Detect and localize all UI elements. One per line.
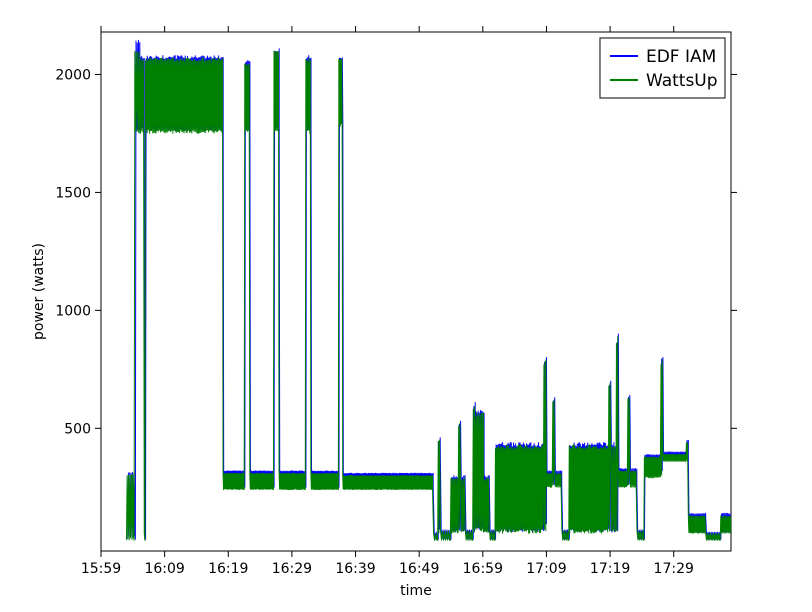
x-tick-label: 16:29 bbox=[272, 561, 312, 577]
x-tick-label: 17:19 bbox=[590, 561, 630, 577]
legend: EDF IAM WattsUp bbox=[600, 38, 725, 98]
legend-label: EDF IAM bbox=[646, 47, 716, 67]
series-WattsUp bbox=[126, 51, 731, 540]
x-tick-label: 16:19 bbox=[208, 561, 248, 577]
x-tick-label: 16:49 bbox=[399, 561, 439, 577]
x-tick-label: 17:29 bbox=[654, 561, 694, 577]
power-time-chart: 500 1000 1500 2000 15:59 16:09 16:19 16:29 16:39… bbox=[0, 0, 812, 612]
y-tick-label: 500 bbox=[64, 421, 91, 437]
y-tick-label: 1000 bbox=[55, 303, 91, 319]
y-axis-label: power (watts) bbox=[31, 243, 47, 340]
chart-container: 500 1000 1500 2000 15:59 16:09 16:19 16:29 16:39… bbox=[0, 0, 812, 612]
x-tick-label: 16:09 bbox=[144, 561, 184, 577]
x-tick-label: 16:39 bbox=[335, 561, 375, 577]
x-tick-label: 16:59 bbox=[463, 561, 503, 577]
legend-label: WattsUp bbox=[646, 71, 718, 91]
x-tick-label: 15:59 bbox=[81, 561, 121, 577]
x-axis-label: time bbox=[400, 583, 432, 599]
y-tick-label: 1500 bbox=[55, 185, 91, 201]
x-tick-label: 17:09 bbox=[526, 561, 566, 577]
y-tick-label: 2000 bbox=[55, 67, 91, 83]
